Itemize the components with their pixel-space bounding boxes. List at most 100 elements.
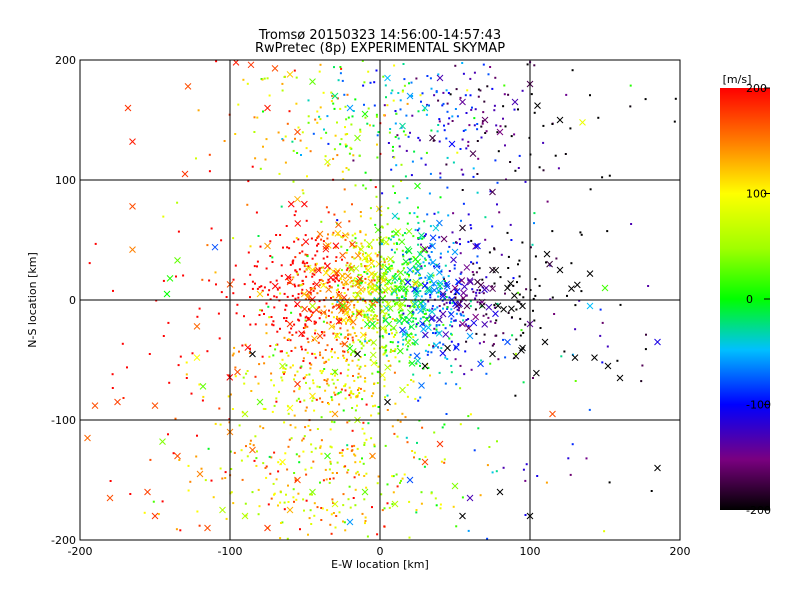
echo-dot-1856 [391,317,394,320]
echo-dot-150 [467,213,470,216]
echo-dot-1605 [238,350,240,353]
echo-cross-est-109 [391,500,399,508]
echo-dot-1426 [354,454,357,457]
echo-dot-1129 [507,93,510,96]
echo-dot-339 [312,311,314,314]
echo-dot-279 [267,293,269,296]
echo-dot-31 [410,299,413,302]
echo-dot-932 [382,353,385,356]
echo-dot-511 [450,290,453,293]
echo-dot-1706 [319,397,321,400]
echo-dot-950 [395,290,397,292]
echo-dot-982 [391,267,394,270]
echo-cross-2276 [485,303,493,311]
echo-dot-96 [301,261,304,264]
echo-dot-1805 [406,102,409,105]
echo-dot-1323 [366,535,369,538]
echo-dot-1588 [344,383,347,386]
echo-dot-301 [482,314,485,317]
echo-dot-660 [475,332,478,335]
echo-dot-1215 [480,125,483,128]
echo-dot-1900 [467,415,470,418]
echo-dot-1627 [346,421,349,424]
echo-dot-1151 [514,169,517,172]
echo-dot-717 [455,241,458,244]
echo-dot-354 [504,292,506,295]
echo-dot-1391 [329,428,332,431]
echo-dot-1820 [262,145,264,148]
echo-dot-956 [286,295,289,298]
echo-cross-2409 [458,277,466,284]
echo-dot-213 [366,261,369,264]
echo-dot-978 [425,312,427,315]
echo-dot-1363 [298,461,301,464]
echo-dot-106 [488,251,491,254]
echo-dot-1513 [364,520,367,522]
echo-dot-708 [337,288,339,291]
echo-cross-2198 [354,291,362,299]
echo-dot-1463 [299,528,301,531]
echo-dot-750 [343,210,346,213]
echo-dot-324 [407,275,410,278]
echo-dot-783 [343,350,346,353]
echo-cross-2315 [341,231,349,239]
echo-cross-2311 [375,283,383,291]
echo-dot-130 [367,291,370,294]
echo-dot-540 [516,300,519,303]
echo-dot-571 [327,233,329,236]
echo-dot-2043 [359,128,362,131]
echo-dot-624 [409,353,412,356]
echo-dot-1960 [496,440,498,443]
echo-dot-709 [350,320,353,323]
echo-cross-est-93 [279,362,286,370]
echo-dot-1818 [361,60,364,62]
echo-dot-912 [385,344,388,347]
echo-dot-2102 [571,353,574,356]
echo-dot-55 [339,327,342,330]
echo-dot-1673 [326,344,329,347]
echo-dot-1498 [277,504,279,507]
echo-dot-918 [424,258,427,261]
echo-dot-734 [424,349,427,352]
echo-dot-2135 [491,471,494,474]
echo-dot-1896 [417,399,420,402]
echo-dot-1519 [262,462,265,465]
echo-cross-2199 [328,323,336,330]
echo-cross-est-133 [474,242,481,250]
echo-dot-514 [406,222,409,225]
echo-dot-1461 [143,511,146,514]
echo-dot-1225 [391,89,394,92]
echo-dot-1680 [325,360,328,363]
echo-cross-2257 [440,235,448,243]
echo-cross-est-61 [421,282,429,289]
echo-dot-293 [258,286,261,289]
echo-dot-1940 [399,309,402,312]
echo-dot-703 [376,278,379,281]
echo-cross-est-143 [459,320,466,328]
echo-dot-1789 [359,130,362,133]
echo-cross-2325 [382,238,390,246]
echo-dot-1043 [369,293,372,296]
echo-dot-1266 [428,104,430,107]
echo-dot-2131 [476,191,479,194]
echo-dot-1981 [533,212,536,215]
echo-dot-1367 [365,486,368,489]
echo-dot-90 [311,275,314,278]
echo-dot-1585 [336,393,339,396]
echo-dot-1866 [599,308,602,311]
echo-dot-2153 [390,248,393,251]
echo-dot-1384 [334,526,337,529]
echo-dot-1745 [344,133,347,136]
echo-dot-1970 [355,245,358,247]
echo-dot-93 [359,258,362,261]
echo-cross-est-96 [256,398,264,406]
echo-cross-est-54 [256,290,264,298]
echo-dot-1147 [384,84,387,87]
echo-dot-615 [285,317,288,319]
echo-dot-1776 [319,118,322,121]
echo-cross-est-44 [579,119,586,126]
echo-dot-2079 [417,237,420,239]
echo-dot-505 [289,276,292,279]
echo-dot-1670 [358,392,361,394]
